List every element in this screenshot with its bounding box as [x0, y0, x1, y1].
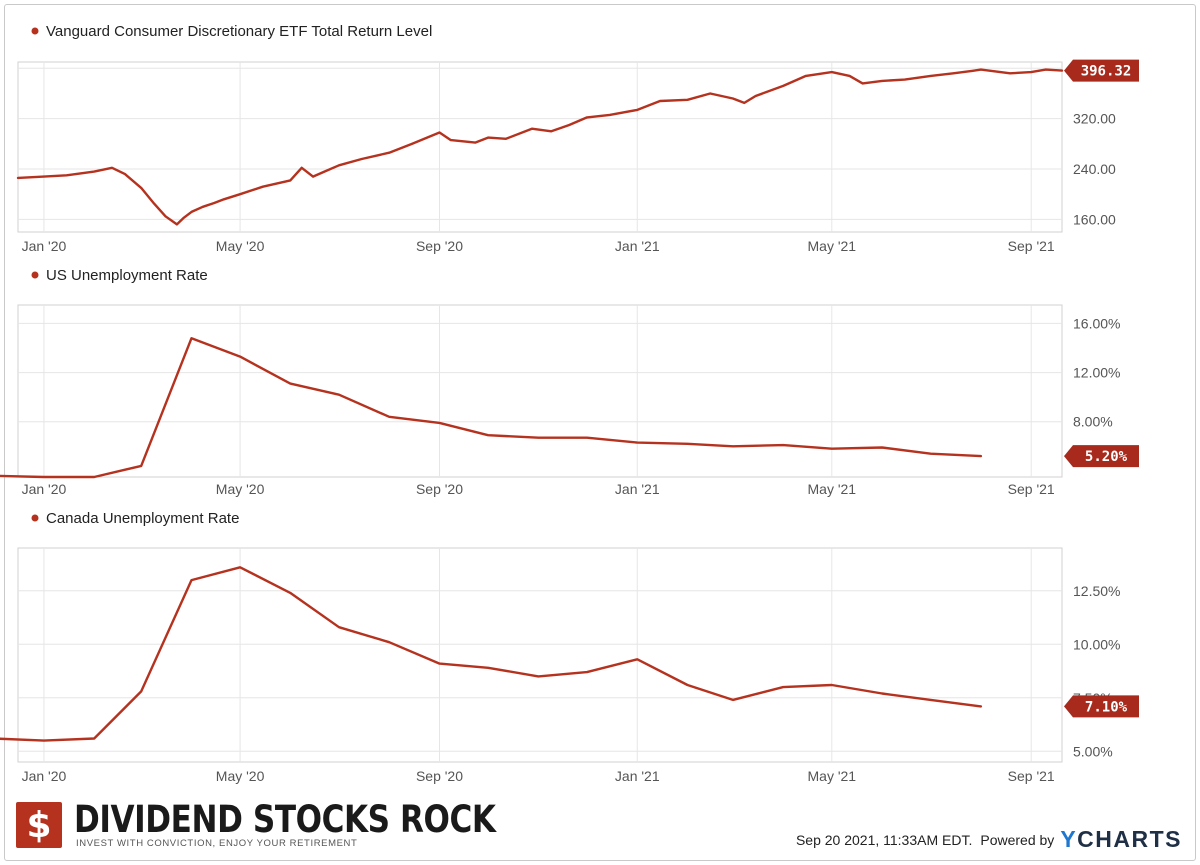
chart-panel-3: Canada Unemployment Rate Jan '20 May '20 Se… [0, 510, 1139, 784]
y-tick-label: 5.00% [1073, 743, 1113, 759]
y-tick-label: 12.00% [1073, 365, 1120, 381]
series-line [0, 566, 983, 742]
chart-frame [4, 4, 1196, 861]
chart-title: Canada Unemployment Rate [46, 510, 239, 527]
last-value-flag [1064, 59, 1139, 82]
last-value-flag [1064, 695, 1139, 718]
logo-name: DIVIDEND STOCKS ROCK [74, 798, 496, 841]
x-tick-label: Sep '20 [416, 768, 463, 784]
series-line [16, 68, 1064, 226]
x-tick-label: May '21 [808, 768, 857, 784]
plot-area [17, 304, 1063, 478]
last-value-label: 7.10% [1085, 699, 1128, 715]
chart-panel-1: Vanguard Consumer Discretionary ETF Tota… [16, 23, 1139, 254]
x-tick-label: May '20 [216, 481, 265, 497]
x-tick-label: Jan '20 [22, 238, 67, 254]
footer: Sep 20 2021, 11:33AM EDT. Powered by YCH… [796, 826, 1182, 853]
plot-area [17, 547, 1063, 763]
ycharts-logo[interactable]: YCHARTS [1060, 826, 1182, 852]
y-tick-label: 10.00% [1073, 636, 1120, 652]
x-tick-label: May '21 [808, 481, 857, 497]
x-tick-label: Jan '21 [615, 481, 660, 497]
last-value-flag [1064, 445, 1139, 468]
legend-dot-icon [31, 271, 39, 279]
x-tick-label: Sep '20 [416, 481, 463, 497]
y-tick-label: 16.00% [1073, 315, 1120, 331]
chart-title: Vanguard Consumer Discretionary ETF Tota… [46, 23, 432, 40]
x-tick-label: Jan '21 [615, 768, 660, 784]
x-tick-label: May '20 [216, 768, 265, 784]
y-tick-label: 8.00% [1073, 414, 1113, 430]
x-tick-label: Jan '20 [22, 768, 67, 784]
x-tick-label: Sep '20 [416, 238, 463, 254]
powered-by-label: Powered by [980, 831, 1055, 848]
dividend-stocks-rock-logo: $ DIVIDEND STOCKS ROCK INVEST WITH CONVI… [16, 798, 496, 852]
timestamp: Sep 20 2021, 11:33AM EDT. [795, 831, 973, 848]
logo-tagline: INVEST WITH CONVICTION, ENJOY YOUR RETIR… [76, 838, 358, 849]
x-tick-label: May '21 [808, 238, 857, 254]
x-tick-label: May '20 [216, 238, 265, 254]
last-value-label: 396.32 [1081, 64, 1132, 80]
series-line [0, 337, 983, 479]
plot-area [17, 61, 1063, 233]
x-tick-label: Sep '21 [1008, 238, 1055, 254]
x-tick-label: Sep '21 [1008, 481, 1055, 497]
y-tick-label: 320.00 [1073, 111, 1116, 127]
legend-dot-icon [31, 27, 39, 35]
y-tick-label: 160.00 [1073, 211, 1116, 227]
dollar-sign-icon: $ [16, 802, 62, 848]
x-tick-label: Jan '21 [615, 238, 660, 254]
x-tick-label: Sep '21 [1008, 768, 1055, 784]
last-value-label: 5.20% [1085, 449, 1128, 465]
x-tick-label: Jan '20 [22, 481, 67, 497]
legend-dot-icon [31, 514, 39, 522]
y-tick-label: 12.50% [1073, 583, 1120, 599]
y-tick-label: 240.00 [1073, 161, 1116, 177]
chart-panel-2: US Unemployment Rate Jan '20 May '20 Sep '2… [0, 267, 1139, 497]
chart-title: US Unemployment Rate [46, 267, 208, 284]
